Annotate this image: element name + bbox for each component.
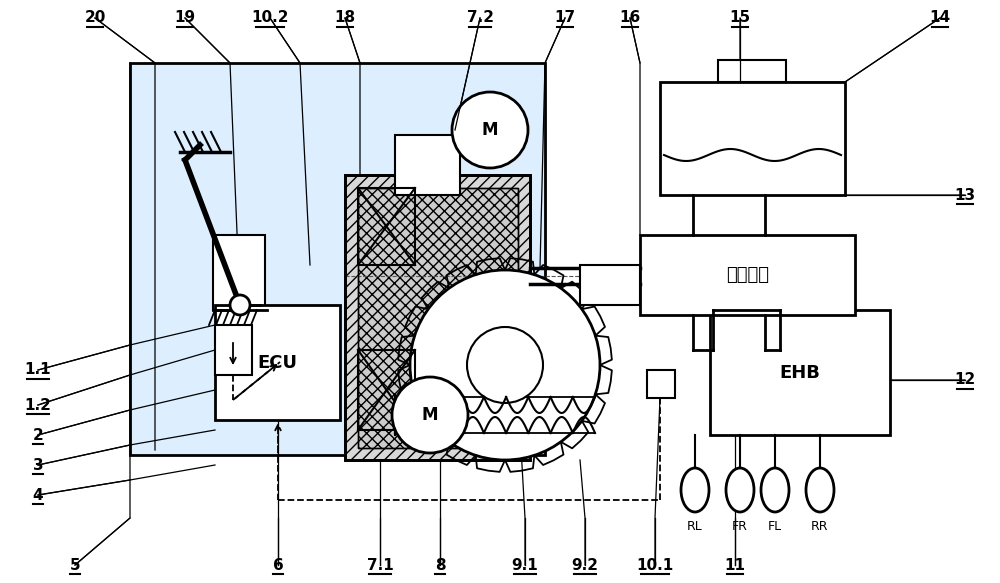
- Text: M: M: [482, 121, 498, 139]
- Ellipse shape: [806, 468, 834, 512]
- Text: 10.2: 10.2: [251, 10, 289, 26]
- Text: RL: RL: [687, 519, 703, 532]
- Bar: [358, 188, 518, 448]
- Bar: [580, 265, 640, 305]
- Text: 5: 5: [70, 557, 80, 573]
- Bar: [710, 310, 890, 435]
- Text: 1.2: 1.2: [25, 398, 51, 413]
- Ellipse shape: [761, 468, 789, 512]
- Bar: [358, 188, 415, 265]
- Bar: [660, 82, 845, 195]
- Text: 15: 15: [729, 10, 751, 26]
- Bar: [345, 175, 530, 460]
- Text: 17: 17: [554, 10, 576, 26]
- Circle shape: [467, 327, 543, 403]
- Bar: [358, 350, 415, 430]
- Bar: [640, 235, 855, 315]
- Ellipse shape: [681, 468, 709, 512]
- Text: 1.1: 1.1: [25, 363, 51, 378]
- Bar: [345, 175, 530, 460]
- Bar: [358, 188, 518, 448]
- Text: 14: 14: [929, 10, 951, 26]
- Text: 7.1: 7.1: [367, 557, 393, 573]
- Text: FR: FR: [732, 519, 748, 532]
- Text: 18: 18: [334, 10, 356, 26]
- Text: M: M: [422, 406, 438, 424]
- Text: 4: 4: [33, 487, 43, 503]
- Text: EHB: EHB: [780, 363, 820, 381]
- Circle shape: [452, 92, 528, 168]
- Text: 6: 6: [273, 557, 283, 573]
- Circle shape: [392, 377, 468, 453]
- Bar: [130, 63, 545, 455]
- Text: 8: 8: [435, 557, 445, 573]
- Text: 9.1: 9.1: [512, 557, 538, 573]
- Circle shape: [410, 270, 600, 460]
- Text: FL: FL: [768, 519, 782, 532]
- Circle shape: [230, 295, 250, 315]
- Bar: [663, 155, 842, 192]
- Ellipse shape: [726, 468, 754, 512]
- Text: 11: 11: [724, 557, 746, 573]
- Text: 16: 16: [619, 10, 641, 26]
- Text: 制动主缸: 制动主缸: [726, 266, 769, 284]
- Text: RR: RR: [811, 519, 829, 532]
- Text: ECU: ECU: [258, 353, 298, 371]
- Bar: [718, 60, 786, 82]
- Bar: [647, 370, 675, 398]
- Bar: [215, 325, 252, 375]
- Bar: [215, 305, 340, 420]
- Text: 12: 12: [954, 373, 976, 388]
- Text: 10.1: 10.1: [636, 557, 674, 573]
- Text: 19: 19: [174, 10, 196, 26]
- Text: 13: 13: [954, 188, 976, 202]
- Bar: [213, 235, 265, 310]
- Text: 3: 3: [33, 458, 43, 472]
- Text: 7.2: 7.2: [466, 10, 494, 26]
- Bar: [395, 135, 460, 195]
- Text: 9.2: 9.2: [572, 557, 598, 573]
- Text: 20: 20: [84, 10, 106, 26]
- Text: 2: 2: [33, 427, 43, 442]
